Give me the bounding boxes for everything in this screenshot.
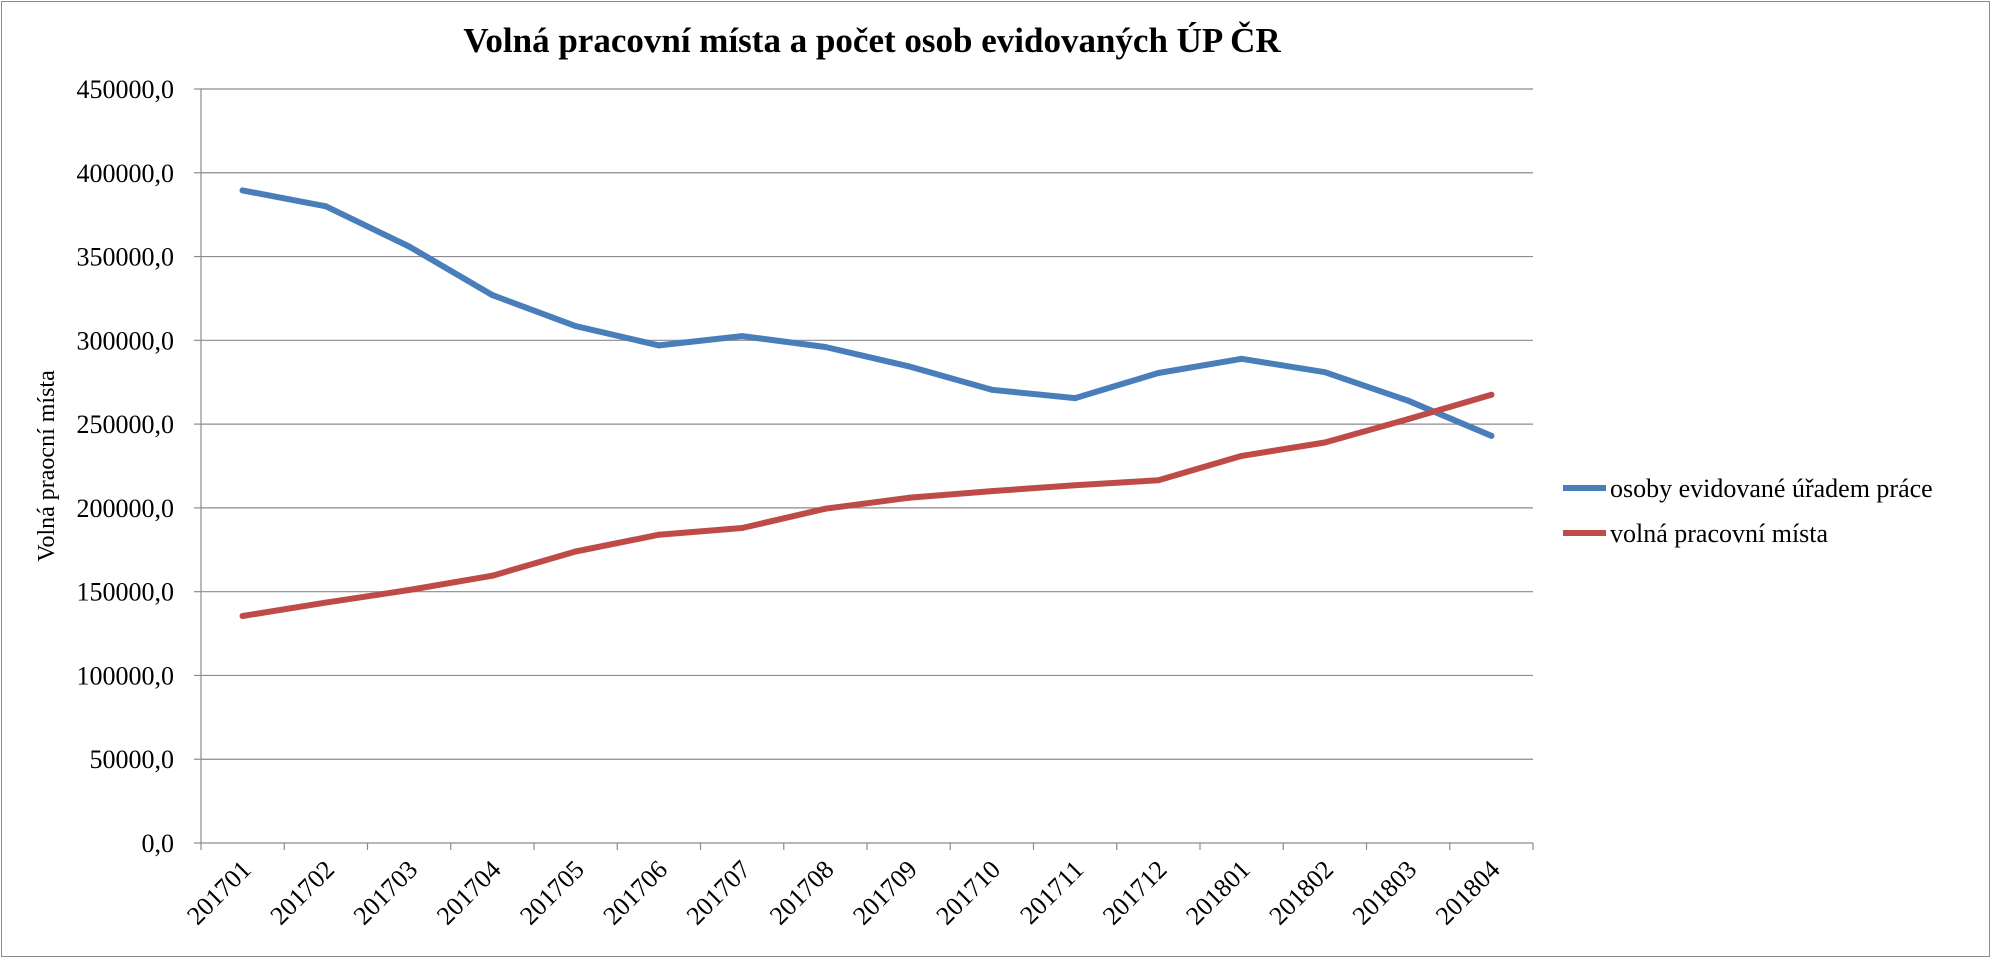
data-point	[489, 292, 496, 299]
series-line-0	[239, 187, 1495, 439]
x-tick-label: 201803	[1347, 855, 1423, 931]
legend-label: osoby evidované úřadem práce	[1610, 474, 1933, 503]
x-tick-label: 201712	[1097, 855, 1173, 931]
x-tick-label: 201701	[181, 855, 257, 931]
data-point	[406, 586, 413, 593]
data-point	[1321, 369, 1328, 376]
data-point	[1238, 355, 1245, 362]
x-tick-label: 201706	[597, 855, 673, 931]
x-tick-label: 201703	[348, 855, 424, 931]
y-tick-label: 0,0	[142, 829, 175, 858]
data-point	[905, 494, 912, 501]
data-point	[1321, 439, 1328, 446]
data-point	[1488, 432, 1495, 439]
data-point	[572, 548, 579, 555]
series-lines	[239, 187, 1495, 619]
x-tick-label: 201711	[1014, 855, 1089, 930]
chart-title: Volná pracovní místa a počet osob evidov…	[463, 20, 1281, 60]
y-tick-label: 400000,0	[77, 159, 175, 188]
data-point	[905, 363, 912, 370]
y-tick-label: 100000,0	[77, 661, 175, 690]
data-point	[322, 203, 329, 210]
y-axis-title: Volná praocní místa	[34, 370, 60, 562]
x-tick-label: 201802	[1263, 855, 1339, 931]
y-tick-label: 300000,0	[77, 326, 175, 355]
series-line-1	[239, 391, 1495, 619]
x-axis-ticks: 201701 201702 201703 201704 201705 201706 2017…	[181, 843, 1534, 931]
data-point	[655, 531, 662, 538]
x-tick-label: 201708	[764, 855, 840, 931]
data-point	[1155, 477, 1162, 484]
data-point	[822, 505, 829, 512]
legend: osoby evidované úřadem práce volná pracov…	[1563, 474, 1933, 548]
x-tick-label: 201801	[1180, 855, 1256, 931]
x-tick-label: 201705	[514, 855, 590, 931]
data-point	[1405, 416, 1412, 423]
data-point	[1155, 370, 1162, 377]
x-tick-label: 201709	[847, 855, 923, 931]
y-tick-label: 350000,0	[77, 243, 175, 272]
data-point	[489, 572, 496, 579]
data-point	[739, 333, 746, 340]
data-point	[1405, 397, 1412, 404]
x-tick-label: 201804	[1430, 855, 1506, 931]
y-tick-label: 250000,0	[77, 410, 175, 439]
data-point	[406, 243, 413, 250]
data-point	[822, 344, 829, 351]
data-point	[1488, 391, 1495, 398]
gridlines	[200, 88, 1533, 844]
data-point	[739, 524, 746, 531]
y-tick-label: 150000,0	[77, 578, 175, 607]
data-point	[322, 599, 329, 606]
y-axis-ticks: 0,0 50000,0 100000,0 150000,0 200000,0 250000…	[77, 75, 201, 858]
y-tick-label: 50000,0	[90, 745, 175, 774]
y-tick-label: 200000,0	[77, 494, 175, 523]
x-tick-label: 201707	[681, 855, 757, 931]
data-point	[1072, 395, 1079, 402]
data-point	[1072, 482, 1079, 489]
x-tick-label: 201710	[930, 855, 1006, 931]
data-point	[1238, 452, 1245, 459]
x-tick-label: 201702	[264, 855, 340, 931]
data-point	[572, 323, 579, 330]
data-point	[988, 488, 995, 495]
legend-label: volná pracovní místa	[1610, 519, 1829, 548]
y-tick-label: 450000,0	[77, 75, 175, 104]
data-point	[655, 342, 662, 349]
data-point	[239, 187, 246, 194]
data-point	[988, 386, 995, 393]
x-tick-label: 201704	[431, 855, 507, 931]
data-point	[239, 612, 246, 619]
